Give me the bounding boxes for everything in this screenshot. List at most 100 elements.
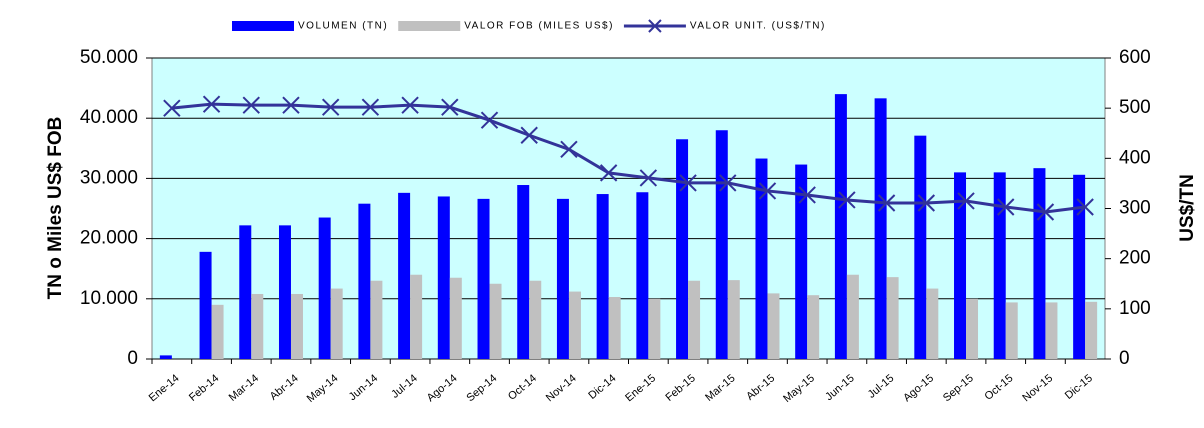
- bar: [568, 291, 581, 359]
- marker: [758, 182, 777, 200]
- bar: [318, 217, 331, 359]
- bar: [358, 203, 371, 359]
- x-tick-label: Feb-14: [187, 372, 221, 404]
- bar: [477, 198, 490, 359]
- bar: [596, 194, 609, 359]
- y2-tick-label: 600: [1119, 47, 1151, 68]
- y2-tick-label: 300: [1119, 198, 1151, 219]
- bar: [290, 293, 303, 359]
- x-tick-label: May-14: [305, 372, 341, 405]
- x-tick-label: Dic-14: [586, 372, 618, 402]
- x-tick-label: Jul-15: [866, 372, 897, 400]
- legend-label: VALOR FOB (MILES US$): [464, 21, 614, 32]
- bar: [648, 298, 661, 359]
- bar: [489, 283, 502, 359]
- bar: [834, 94, 847, 360]
- marker: [480, 111, 499, 129]
- y-tick-label: 50.000: [80, 47, 138, 68]
- bar: [914, 135, 927, 359]
- x-tick-label: Ago-15: [901, 372, 936, 404]
- y2-tick-label: 400: [1119, 147, 1151, 168]
- bar: [370, 280, 383, 359]
- x-tick-label: Ene-14: [147, 372, 182, 404]
- bar: [529, 280, 542, 359]
- x-tick-label: Mar-15: [703, 372, 737, 404]
- marker: [1076, 198, 1094, 216]
- marker: [282, 96, 300, 114]
- bar: [330, 288, 343, 359]
- x-tick-label: Oct-14: [506, 372, 539, 402]
- y-tick-label: 20.000: [80, 228, 138, 249]
- bar: [795, 164, 808, 359]
- marker: [401, 96, 419, 114]
- bar: [1085, 301, 1098, 359]
- bar: [410, 274, 423, 359]
- bar: [688, 280, 701, 359]
- bar: [199, 251, 212, 359]
- y-tick-label: 0: [127, 348, 138, 369]
- x-tick-label: Jun-15: [823, 372, 856, 403]
- marker: [242, 96, 260, 114]
- x-tick-label: Sep-14: [464, 372, 499, 404]
- marker: [202, 95, 221, 113]
- x-tick-label: Nov-14: [544, 372, 579, 404]
- y2-tick-label: 500: [1119, 97, 1151, 118]
- bar: [993, 172, 1006, 359]
- x-tick-label: Mar-14: [227, 372, 261, 404]
- marker: [917, 194, 936, 212]
- bar: [556, 198, 569, 359]
- x-tick-label: Jun-14: [347, 372, 380, 403]
- marker: [321, 98, 340, 116]
- bar: [636, 192, 649, 359]
- x-tick-label: Ago-14: [425, 372, 460, 404]
- bar: [608, 296, 621, 359]
- x-tick-label: Feb-15: [663, 372, 697, 404]
- bar: [398, 192, 411, 359]
- y2-tick-label: 200: [1119, 248, 1151, 269]
- marker: [719, 174, 737, 192]
- marker: [361, 98, 380, 116]
- bar: [926, 288, 939, 359]
- marker: [838, 191, 856, 209]
- bar: [278, 225, 291, 359]
- bar: [715, 130, 728, 359]
- marker: [599, 164, 618, 182]
- bar: [1005, 302, 1018, 359]
- marker: [877, 194, 896, 212]
- bar: [846, 274, 859, 359]
- legend-label: VOLUMEN (TN): [298, 21, 388, 32]
- bar: [676, 139, 689, 359]
- y2-tick-label: 100: [1119, 298, 1151, 319]
- x-tick-label: Nov-15: [1020, 372, 1055, 404]
- bar: [767, 293, 780, 359]
- marker: [639, 169, 658, 187]
- bar: [755, 158, 768, 359]
- bar: [1033, 168, 1046, 359]
- line: [171, 102, 1086, 214]
- bar: [211, 304, 224, 359]
- bar: [437, 196, 450, 359]
- y-tick-label: 10.000: [80, 288, 138, 309]
- bar: [159, 355, 172, 359]
- legend-swatch: [398, 21, 461, 31]
- x-tick-label: Dic-15: [1063, 372, 1095, 402]
- bar: [966, 298, 979, 359]
- legend-label: VALOR UNIT. (US$/TN): [690, 21, 826, 32]
- x-tick-label: Jul-14: [389, 372, 420, 400]
- marker: [798, 186, 816, 204]
- y-tick-label: 30.000: [80, 167, 138, 188]
- bar: [1073, 174, 1086, 359]
- y2-axis-label: US$/TN: [1177, 174, 1198, 242]
- legend-swatch: [232, 21, 294, 31]
- bar: [807, 295, 820, 359]
- marker: [1036, 203, 1055, 221]
- plot-area: [151, 57, 1106, 360]
- bar: [239, 225, 252, 359]
- marker: [560, 140, 578, 159]
- marker: [997, 198, 1015, 216]
- marker: [441, 98, 459, 116]
- y2-tick-label: 0: [1119, 348, 1130, 369]
- marker: [679, 174, 697, 192]
- x-tick-label: Ene-15: [623, 372, 658, 404]
